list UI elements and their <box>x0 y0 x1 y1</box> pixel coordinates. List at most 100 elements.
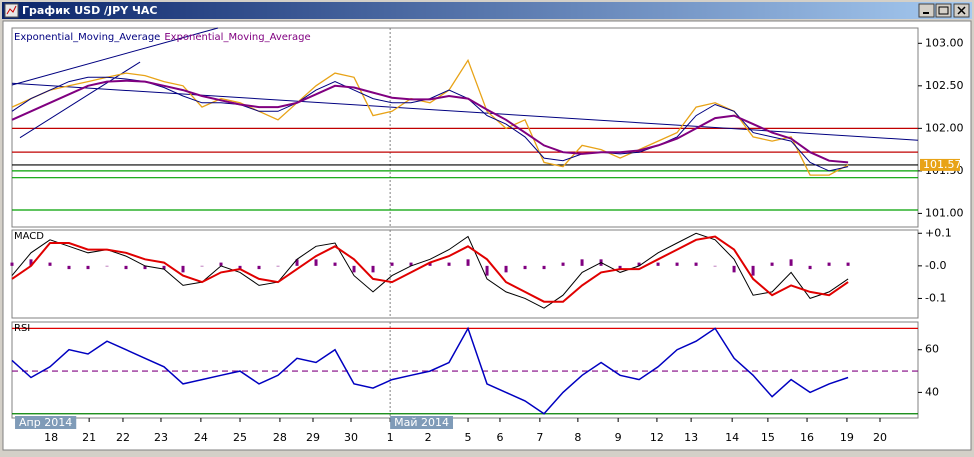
histogram-bar <box>789 259 793 266</box>
y-tick-label: 60 <box>925 343 939 356</box>
window-title: График USD /JPY ЧАС <box>22 4 157 17</box>
histogram-bar <box>751 265 755 276</box>
x-tick-label: 16 <box>800 431 814 444</box>
histogram-bar <box>333 262 337 266</box>
x-tick-label: 5 <box>465 431 472 444</box>
period-label: Май 2014 <box>394 416 449 429</box>
period-marker: Май 2014 <box>390 416 454 429</box>
histogram-bar <box>808 265 812 270</box>
histogram-bar <box>770 262 774 266</box>
histogram-bar <box>618 265 622 270</box>
histogram-bar <box>428 262 432 266</box>
y-tick-label: 102.00 <box>925 121 964 134</box>
histogram-bar <box>162 265 166 270</box>
x-tick-label: 7 <box>536 431 543 444</box>
x-tick-label: 24 <box>194 431 208 444</box>
period-label: Апр 2014 <box>19 416 72 429</box>
histogram-bar <box>447 262 451 266</box>
y-tick-label: -0.1 <box>925 291 946 304</box>
legend-entry: Exponential_Moving_Average <box>14 32 160 43</box>
histogram-bar <box>181 265 185 273</box>
y-tick-label: 101.00 <box>925 206 964 219</box>
histogram-bar <box>48 262 52 266</box>
histogram-bar <box>466 259 470 266</box>
period-marker: Апр 2014 <box>15 416 77 429</box>
histogram-bar <box>124 265 128 270</box>
histogram-bar <box>485 265 489 276</box>
x-tick-label: 12 <box>650 431 664 444</box>
x-tick-label: 13 <box>684 431 698 444</box>
pane-frame <box>11 321 919 419</box>
histogram-bar <box>86 265 90 270</box>
histogram-bar <box>105 265 109 267</box>
pane-frame <box>11 27 919 228</box>
minimize-button[interactable] <box>918 3 935 18</box>
last-price-label: 101.57 <box>923 158 962 171</box>
y-tick-label: +0.1 <box>925 226 952 239</box>
histogram-bar <box>827 262 831 266</box>
histogram-bar <box>143 265 147 270</box>
histogram-bar <box>675 262 679 266</box>
x-tick-label: 22 <box>116 431 130 444</box>
x-tick-label: 28 <box>273 431 287 444</box>
window-buttons <box>918 3 970 18</box>
pane-frame <box>11 229 919 319</box>
histogram-bar <box>295 259 299 266</box>
series-line <box>11 79 849 164</box>
x-tick-label: 18 <box>44 431 58 444</box>
histogram-bar <box>713 265 717 267</box>
histogram-bar <box>390 262 394 266</box>
histogram-bar <box>314 259 318 266</box>
histogram-bar <box>694 262 698 266</box>
x-tick-label: 25 <box>233 431 247 444</box>
series-line <box>11 58 849 176</box>
maximize-glyph <box>938 6 949 15</box>
histogram-bar <box>637 262 641 266</box>
histogram-bar <box>67 265 71 270</box>
pane-title: RSI <box>14 323 30 334</box>
x-tick-label: 6 <box>496 431 503 444</box>
y-tick-label: 103.00 <box>925 36 964 49</box>
y-tick-label: 102.50 <box>925 79 964 92</box>
x-tick-label: 29 <box>306 431 320 444</box>
close-glyph <box>957 6 966 15</box>
histogram-bar <box>10 262 14 266</box>
histogram-bar <box>29 259 33 266</box>
x-tick-label: 1 <box>387 431 394 444</box>
histogram-bar <box>504 265 508 273</box>
histogram-bar <box>371 265 375 273</box>
histogram-bar <box>656 262 660 266</box>
maximize-button[interactable] <box>935 3 952 18</box>
histogram-bar <box>523 265 527 270</box>
histogram-bar <box>561 262 565 266</box>
x-tick-label: 2 <box>425 431 432 444</box>
x-tick-label: 9 <box>615 431 622 444</box>
window-icon-graph <box>6 5 17 15</box>
period-label-box <box>15 416 77 429</box>
pane-title: MACD <box>14 231 44 242</box>
legend-entry: Exponential_Moving_Average <box>164 32 310 43</box>
period-label-box <box>390 416 454 429</box>
x-tick-label: 14 <box>725 431 739 444</box>
x-tick-label: 20 <box>873 431 887 444</box>
y-tick-label: -0.0 <box>925 259 946 272</box>
title-bar <box>2 2 972 19</box>
x-tick-label: 19 <box>840 431 854 444</box>
histogram-bar <box>200 265 204 267</box>
histogram-bar <box>542 265 546 270</box>
histogram-bar <box>276 265 280 267</box>
histogram-bar <box>580 259 584 266</box>
histogram-bar <box>219 262 223 266</box>
x-tick-label: 8 <box>574 431 581 444</box>
x-tick-label: 21 <box>82 431 96 444</box>
histogram-bar <box>257 265 261 270</box>
trend-line <box>11 27 219 86</box>
last-price-box <box>920 158 960 171</box>
series-line <box>11 235 849 303</box>
series-line <box>11 326 849 415</box>
histogram-bar <box>409 262 413 266</box>
y-tick-label: 40 <box>925 385 939 398</box>
x-tick-label: 23 <box>154 431 168 444</box>
x-tick-label: 30 <box>344 431 358 444</box>
